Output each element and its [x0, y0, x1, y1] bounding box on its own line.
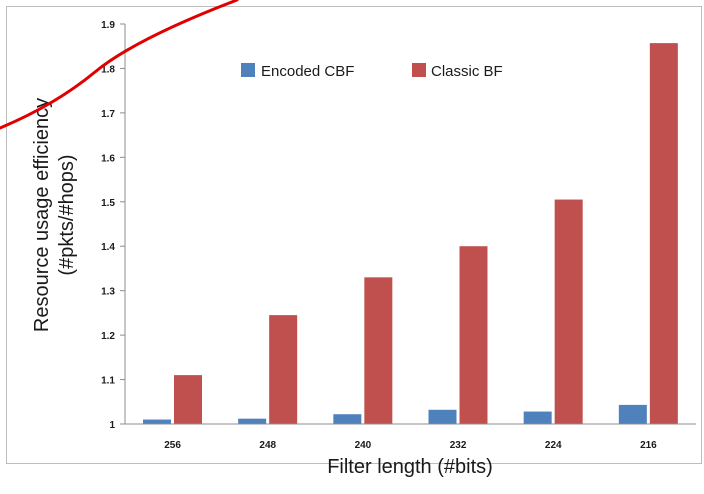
bar-encoded-cbf	[428, 409, 457, 424]
y-axis-title: Resource usage efficiency (#pkts/#hops)	[31, 98, 78, 332]
y-tick-label: 1.8	[101, 64, 115, 75]
y-tick-label: 1.4	[101, 242, 115, 253]
bar-classic-bf	[364, 277, 393, 424]
y-tick-label: 1	[109, 420, 115, 431]
x-tick-label: 248	[259, 440, 276, 451]
y-axis-title-line1: Resource usage efficiency	[31, 98, 53, 332]
x-axis-title: Filter length (#bits)	[327, 456, 493, 478]
x-tick-label: 256	[164, 440, 181, 451]
y-tick-label: 1.3	[101, 287, 115, 298]
chart-frame	[6, 6, 702, 464]
y-ticks: 1 1.1 1.2 1.3 1.4 1.5 1.6 1.7 1.8 1.9	[101, 20, 125, 431]
legend-label-encoded: Encoded CBF	[261, 63, 354, 80]
x-tick-labels: 256 248 240 232 224 216	[164, 440, 657, 451]
bar-encoded-cbf	[523, 411, 552, 424]
bar-encoded-cbf	[618, 404, 647, 424]
x-tick-label: 216	[640, 440, 657, 451]
y-tick-label: 1.7	[101, 109, 115, 120]
y-axis-title-line2: (#pkts/#hops)	[56, 154, 78, 275]
bar-classic-bf	[554, 199, 583, 424]
bar-encoded-cbf	[238, 418, 267, 424]
y-tick-label: 1.6	[101, 153, 115, 164]
y-tick-label: 1.1	[101, 376, 115, 387]
legend-swatch-encoded	[241, 63, 255, 77]
bar-encoded-cbf	[143, 419, 171, 424]
x-tick-label: 240	[355, 440, 372, 451]
bar-classic-bf	[174, 375, 202, 424]
legend-label-classic: Classic BF	[431, 63, 503, 80]
y-tick-label: 1.2	[101, 331, 115, 342]
red-annotation-stroke	[0, 0, 239, 130]
x-tick-label: 232	[450, 440, 467, 451]
bar-classic-bf	[649, 43, 678, 424]
x-tick-label: 224	[545, 440, 562, 451]
y-tick-label: 1.5	[101, 198, 115, 209]
bars	[143, 43, 678, 424]
bar-classic-bf	[459, 246, 488, 424]
legend: Encoded CBF Classic BF	[241, 63, 503, 80]
y-tick-label: 1.9	[101, 20, 115, 31]
bar-classic-bf	[269, 315, 298, 424]
legend-swatch-classic	[412, 63, 426, 77]
bar-encoded-cbf	[333, 414, 362, 424]
